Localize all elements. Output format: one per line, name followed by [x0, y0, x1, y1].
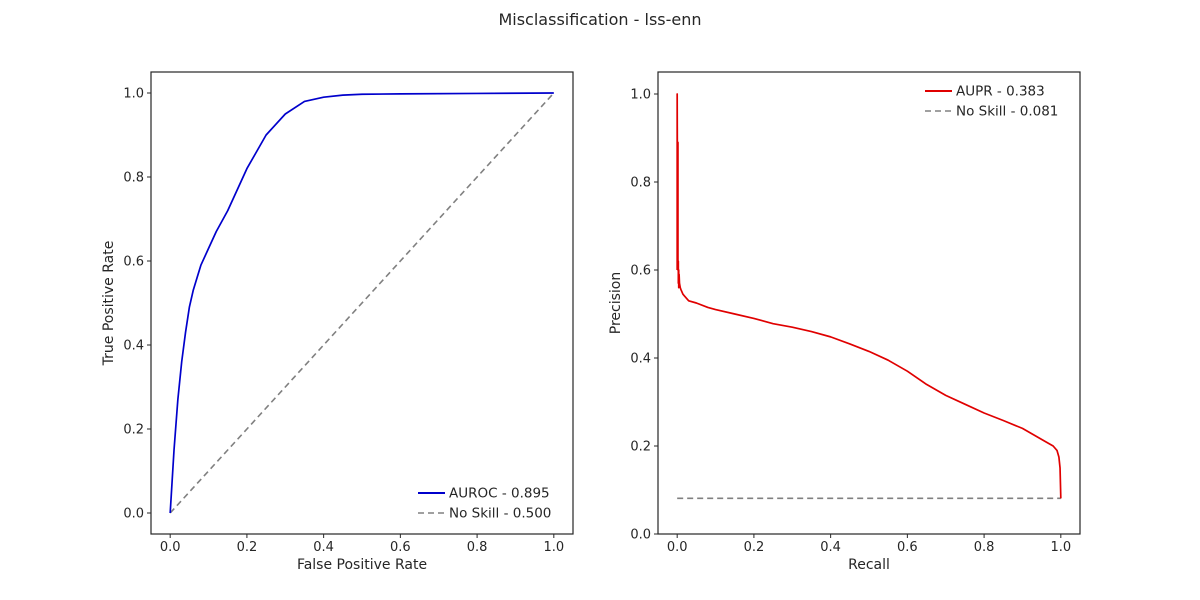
pr-x-tick-label: 0.6	[897, 540, 918, 555]
roc-series-curve	[169, 92, 554, 514]
roc-x-axis-label: False Positive Rate	[297, 557, 427, 573]
pr-y-tick-label: 0.8	[630, 176, 651, 191]
pr-y-tick-label: 0.2	[630, 440, 651, 455]
roc-x-tick-label: 0.0	[160, 540, 181, 555]
pr-y-tick-label: 0.6	[630, 264, 651, 279]
roc-y-tick-label: 0.6	[123, 255, 144, 270]
pr-plot: 0.0 0.2 0.4 0.6 0.8 1.0 0.0 0.2 0.4 0.6 0.8 1.0 Reca…	[608, 71, 1081, 573]
pr-legend: AUPR - 0.383 No Skill - 0.081	[925, 84, 1058, 120]
pr-x-tick-label: 1.0	[1050, 540, 1071, 555]
pr-axes-frame	[657, 71, 1081, 535]
pr-x-tick-label: 0.4	[820, 540, 841, 555]
roc-legend: AUROC - 0.895 No Skill - 0.500	[418, 486, 551, 522]
pr-series-curve	[676, 93, 1062, 499]
roc-legend-label: AUROC - 0.895	[449, 486, 550, 502]
roc-y-axis-label: True Positive Rate	[101, 241, 117, 367]
roc-legend-label: No Skill - 0.500	[449, 506, 551, 522]
roc-plot: 0.0 0.2 0.4 0.6 0.8 1.0 0.0 0.2 0.4 0.6 0.8 1.0 Fals…	[101, 71, 574, 573]
pr-legend-label: No Skill - 0.081	[956, 104, 1058, 120]
roc-y-tick-label: 0.2	[123, 423, 144, 438]
roc-x-tick-label: 0.8	[467, 540, 488, 555]
pr-x-tick-label: 0.0	[667, 540, 688, 555]
pr-x-tick-label: 0.8	[974, 540, 995, 555]
roc-series-no-skill-line	[169, 92, 555, 514]
figure-title: Misclassification - lss-enn	[498, 10, 701, 29]
pr-x-axis-label: Recall	[848, 557, 890, 573]
roc-x-tick-label: 0.6	[390, 540, 411, 555]
roc-x-tick-label: 0.4	[313, 540, 334, 555]
roc-x-tick-label: 1.0	[543, 540, 564, 555]
pr-y-axis-label: Precision	[608, 272, 624, 334]
roc-axes-frame	[150, 71, 574, 535]
roc-y-tick-label: 0.4	[123, 339, 144, 354]
roc-y-tick-label: 0.8	[123, 171, 144, 186]
pr-y-tick-label: 0.4	[630, 352, 651, 367]
pr-x-tick-label: 0.2	[744, 540, 765, 555]
roc-y-tick-label: 1.0	[123, 87, 144, 102]
roc-x-tick-label: 0.2	[237, 540, 258, 555]
pr-y-tick-label: 1.0	[630, 88, 651, 103]
pr-y-tick-label: 0.0	[630, 528, 651, 543]
roc-y-tick-label: 0.0	[123, 507, 144, 522]
pr-legend-label: AUPR - 0.383	[956, 84, 1045, 100]
